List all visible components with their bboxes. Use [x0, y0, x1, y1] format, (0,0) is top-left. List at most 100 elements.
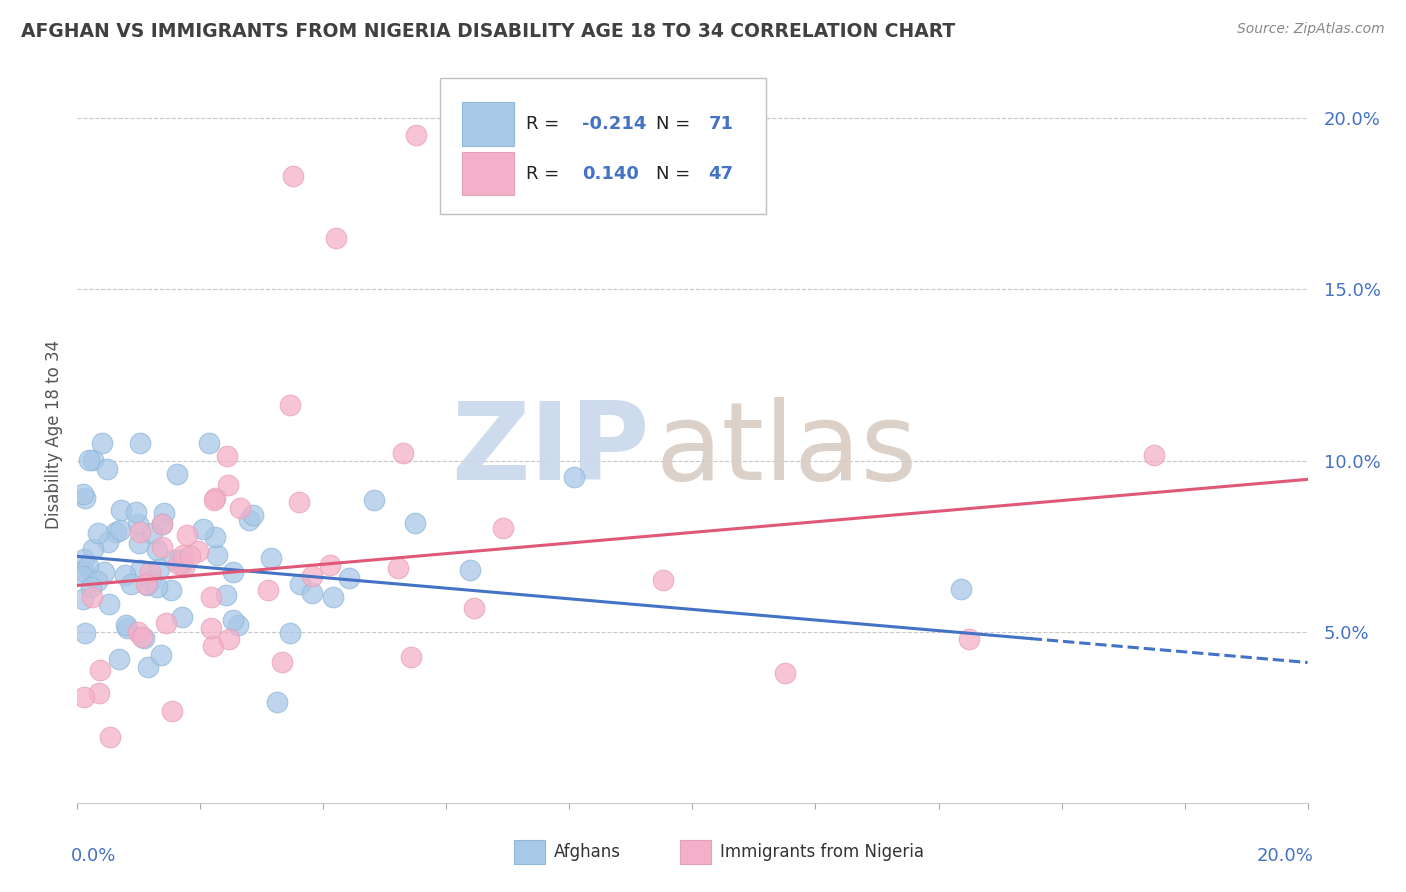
- Point: [108, 523, 131, 537]
- Point: [773, 665, 796, 680]
- Point: [200, 591, 222, 605]
- Point: [87, 525, 110, 540]
- Text: ZIP: ZIP: [451, 397, 650, 502]
- Point: [288, 495, 311, 509]
- Bar: [681, 840, 711, 863]
- Point: [73, 690, 96, 704]
- Point: [217, 449, 239, 463]
- Point: [150, 516, 173, 531]
- Point: [242, 508, 264, 523]
- Point: [337, 571, 360, 585]
- Point: [145, 543, 167, 558]
- Point: [325, 231, 347, 245]
- Point: [86, 574, 108, 589]
- Point: [82, 541, 104, 556]
- Point: [179, 549, 201, 564]
- Y-axis label: Disability Age 18 to 34: Disability Age 18 to 34: [45, 340, 63, 530]
- Point: [204, 491, 226, 506]
- Text: N =: N =: [655, 165, 690, 183]
- Point: [266, 695, 288, 709]
- Point: [114, 568, 136, 582]
- Point: [77, 559, 100, 574]
- Point: [170, 557, 193, 571]
- Point: [89, 686, 111, 700]
- Point: [98, 730, 121, 744]
- Point: [73, 626, 96, 640]
- Point: [82, 590, 104, 604]
- Point: [387, 561, 409, 575]
- Point: [204, 493, 226, 508]
- Point: [139, 573, 162, 587]
- Point: [166, 467, 188, 481]
- Point: [257, 582, 280, 597]
- Point: [288, 577, 311, 591]
- Point: [187, 544, 209, 558]
- FancyBboxPatch shape: [463, 152, 515, 195]
- Point: [218, 632, 240, 646]
- Point: [98, 597, 121, 611]
- Point: [162, 704, 184, 718]
- Point: [128, 536, 150, 550]
- Text: R =: R =: [526, 165, 560, 183]
- Point: [141, 526, 163, 541]
- Point: [222, 614, 245, 628]
- Text: AFGHAN VS IMMIGRANTS FROM NIGERIA DISABILITY AGE 18 TO 34 CORRELATION CHART: AFGHAN VS IMMIGRANTS FROM NIGERIA DISABI…: [21, 22, 955, 41]
- Point: [167, 557, 190, 571]
- Point: [153, 506, 176, 520]
- Text: -0.214: -0.214: [582, 114, 647, 133]
- FancyBboxPatch shape: [440, 78, 766, 214]
- Point: [148, 562, 170, 576]
- Point: [404, 516, 426, 530]
- Point: [121, 577, 143, 591]
- Point: [172, 549, 194, 563]
- Point: [322, 591, 344, 605]
- Point: [202, 639, 225, 653]
- Point: [280, 398, 302, 412]
- Point: [228, 617, 250, 632]
- Point: [191, 522, 214, 536]
- Point: [89, 663, 111, 677]
- Point: [115, 621, 138, 635]
- Point: [125, 505, 148, 519]
- Point: [75, 491, 97, 505]
- Point: [105, 524, 128, 539]
- Point: [72, 564, 94, 578]
- Point: [97, 534, 120, 549]
- FancyBboxPatch shape: [463, 103, 515, 145]
- Text: N =: N =: [655, 114, 690, 133]
- Point: [108, 652, 131, 666]
- Point: [281, 169, 304, 184]
- Point: [150, 516, 173, 531]
- Point: [492, 521, 515, 535]
- Point: [135, 576, 157, 591]
- Point: [72, 487, 94, 501]
- Text: 0.140: 0.140: [582, 165, 638, 183]
- Point: [131, 630, 153, 644]
- Point: [204, 530, 226, 544]
- Point: [155, 615, 177, 630]
- Point: [160, 582, 183, 597]
- Point: [214, 588, 236, 602]
- Point: [93, 565, 115, 579]
- Point: [278, 626, 301, 640]
- Point: [129, 563, 152, 577]
- Point: [401, 650, 423, 665]
- Point: [115, 617, 138, 632]
- Point: [238, 513, 260, 527]
- Point: [139, 565, 162, 579]
- Point: [222, 565, 245, 579]
- Point: [129, 436, 152, 450]
- Bar: [515, 840, 546, 863]
- Point: [950, 582, 973, 596]
- Point: [463, 601, 485, 615]
- Point: [82, 453, 104, 467]
- Point: [136, 659, 159, 673]
- Point: [96, 462, 118, 476]
- Point: [270, 655, 292, 669]
- Point: [146, 580, 169, 594]
- Point: [170, 610, 193, 624]
- Point: [163, 552, 186, 566]
- Point: [136, 577, 159, 591]
- Point: [77, 453, 100, 467]
- Text: 71: 71: [709, 114, 734, 133]
